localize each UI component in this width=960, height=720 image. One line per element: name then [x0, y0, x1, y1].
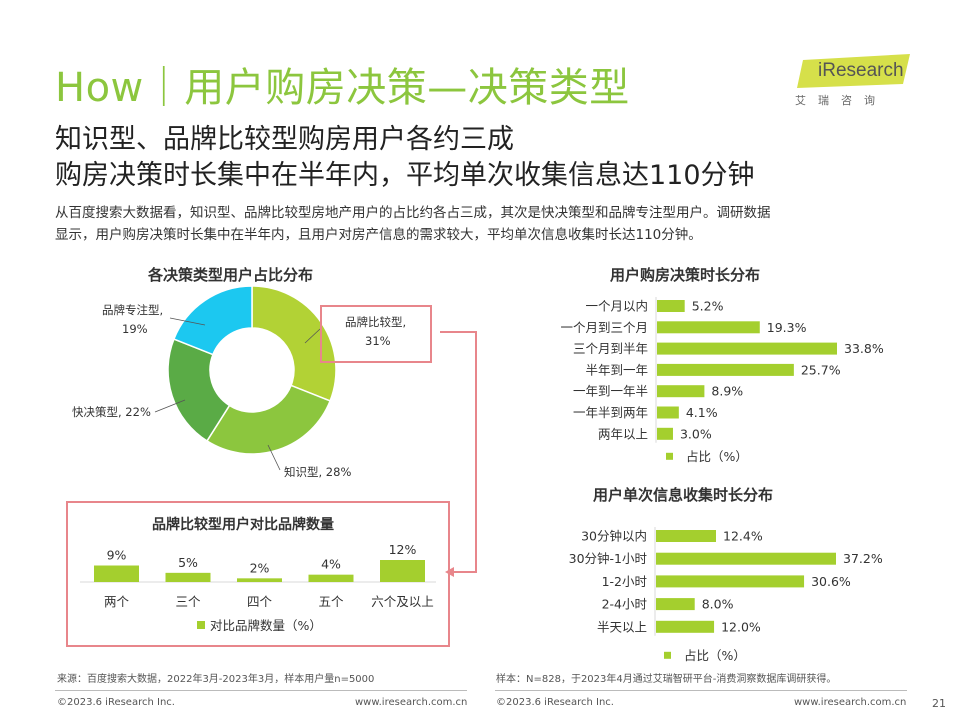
bar-category-label: 半年到一年 — [585, 362, 648, 377]
pie-leader-line — [169, 317, 206, 326]
pie-label: 知识型, 28% — [284, 465, 351, 479]
brand-name: iResearch — [818, 60, 904, 81]
bar-category-label: 2-4小时 — [602, 597, 648, 612]
bar — [656, 620, 715, 633]
bar-value-label: 2% — [250, 560, 270, 575]
decision-time-title: 用户购房决策时长分布 — [610, 266, 761, 284]
info-time-title: 用户单次信息收集时长分布 — [593, 486, 774, 504]
subtitle-line-2: 购房决策时长集中在半年内，平均单次收集信息达110分钟 — [55, 160, 755, 191]
brand-count-panel — [66, 501, 450, 647]
pie-label: 品牌专注型, — [102, 303, 163, 317]
footer-divider-left — [55, 690, 467, 691]
bar-category-label: 30分钟-1小时 — [569, 551, 648, 566]
bar — [657, 342, 837, 355]
bar-value-label: 4.1% — [686, 405, 718, 420]
legend-label: 占比（%） — [686, 449, 748, 464]
bar — [656, 575, 805, 588]
bar-category-label: 三个月到半年 — [573, 341, 648, 356]
bar — [237, 578, 282, 582]
bar-value-label: 12% — [389, 542, 417, 557]
bar-value-label: 5.2% — [692, 299, 724, 314]
bar — [656, 530, 716, 542]
pie-chart: 品牌比较型, 31% 知识型, 28% 快决策型, 22% 品牌专注型, 19% — [72, 285, 406, 479]
subtitle-line-1: 知识型、品牌比较型购房用户各约三成 — [55, 124, 514, 155]
pie-slice-2 — [205, 384, 332, 455]
bar-category-label: 1-2小时 — [602, 574, 648, 589]
brand-cn: 艾瑞咨询 — [795, 94, 887, 107]
bar-value-label: 9% — [107, 548, 127, 563]
bar-category-label: 30分钟以内 — [581, 529, 647, 544]
pie-value-label: 31% — [365, 334, 391, 348]
copyright-left: ©2023.6 iResearch Inc. — [57, 697, 175, 708]
pie-chart-title: 各决策类型用户占比分布 — [148, 266, 314, 284]
bar-category-label: 一个月到三个月 — [560, 320, 648, 335]
description-line-2: 显示，用户购房决策时长集中在半年内，且用户对房产信息的需求较大，平均单次信息收集… — [55, 227, 702, 243]
bar-category-label: 五个 — [318, 594, 344, 609]
bar-category-label: 六个及以上 — [371, 594, 434, 609]
bar — [165, 572, 211, 582]
legend-swatch — [197, 621, 205, 629]
footer-divider-right — [495, 690, 907, 691]
bar — [657, 406, 679, 419]
bar-value-label: 33.8% — [844, 341, 884, 356]
pie-leader-line — [304, 328, 321, 344]
pie-slice-3 — [167, 338, 231, 442]
url-left[interactable]: www.iresearch.com.cn — [355, 697, 468, 708]
page-title: How｜用户购房决策—决策类型 — [55, 65, 630, 111]
page-number: 21 — [932, 697, 946, 710]
bar-category-label: 三个 — [175, 594, 201, 609]
copyright-right: ©2023.6 iResearch Inc. — [496, 697, 614, 708]
bar-value-label: 25.7% — [801, 362, 841, 377]
bar-value-label: 5% — [178, 555, 198, 570]
logo-shape — [797, 54, 910, 88]
bar-category-label: 两年以上 — [598, 426, 648, 441]
bar-value-label: 12.0% — [721, 619, 761, 634]
bar-category-label: 一个月以内 — [585, 299, 648, 314]
bar-value-label: 12.4% — [723, 529, 763, 544]
bar-value-label: 37.2% — [843, 551, 883, 566]
bar — [657, 385, 705, 398]
info-time-chart: 30分钟以内 12.4% 30分钟-1小时 37.2% 1-2小时 30.6% 2-4小时 8… — [569, 527, 883, 663]
bar — [657, 321, 760, 334]
decision-time-chart: 一个月以内 5.2% 一个月到三个月 19.3% 三个月到半年 33.8% 半年到一年 25.… — [560, 297, 884, 464]
pie-slice-1 — [251, 285, 337, 402]
url-right[interactable]: www.iresearch.com.cn — [794, 697, 907, 708]
legend-swatch — [666, 452, 673, 460]
bar — [657, 300, 685, 312]
pie-label: 快决策型, 22% — [72, 405, 151, 419]
source-note-left: 来源：百度搜索大数据，2022年3月-2023年3月，样本用户量n=5000 — [57, 674, 375, 685]
legend-label: 对比品牌数量（%） — [210, 618, 322, 633]
bar-value-label: 3.0% — [680, 426, 712, 441]
brand-count-title: 品牌比较型用户对比品牌数量 — [152, 517, 334, 533]
bar-value-label: 30.6% — [811, 574, 851, 589]
pie-slice-4 — [172, 285, 253, 356]
bar-value-label: 8.0% — [702, 597, 734, 612]
description-line-1: 从百度搜索大数据看，知识型、品牌比较型房地产用户的占比约各占三成，其次是快决策型… — [55, 205, 771, 221]
bar — [657, 363, 794, 376]
bar-value-label: 4% — [321, 557, 341, 572]
pie-leader-line — [267, 444, 281, 471]
pie-value-label: 19% — [122, 322, 148, 336]
bar-category-label: 一年到一年半 — [573, 384, 648, 399]
bar-category-label: 一年半到两年 — [573, 405, 648, 420]
bar-category-label: 四个 — [247, 594, 273, 609]
bar-category-label: 两个 — [104, 594, 130, 609]
pie-leader-line — [154, 399, 186, 413]
iresearch-logo — [795, 52, 915, 107]
bar — [657, 427, 673, 440]
legend-label: 占比（%） — [684, 648, 746, 663]
bar-category-label: 半天以上 — [597, 619, 647, 634]
pie-label: 品牌比较型, — [345, 315, 406, 329]
bar — [94, 565, 139, 582]
bar-value-label: 8.9% — [711, 384, 743, 399]
bar — [656, 598, 695, 611]
bar — [380, 560, 425, 582]
source-note-right: 样本：N=828，于2023年4月通过艾瑞智研平台-消费洞察数据库调研获得。 — [496, 674, 837, 685]
highlight-label-box — [320, 305, 432, 363]
bar — [656, 552, 836, 565]
bar — [308, 574, 354, 582]
bar-value-label: 19.3% — [767, 320, 807, 335]
legend-swatch — [664, 651, 671, 659]
